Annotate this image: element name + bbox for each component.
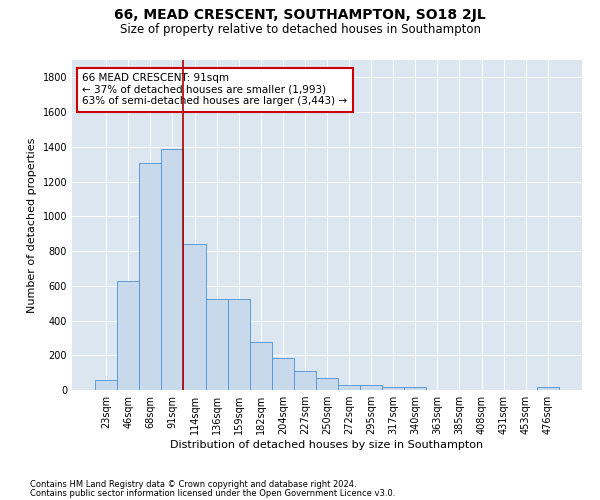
Bar <box>537 388 559 390</box>
Bar <box>360 385 382 390</box>
Bar <box>294 371 316 390</box>
Text: Contains HM Land Registry data © Crown copyright and database right 2024.: Contains HM Land Registry data © Crown c… <box>30 480 356 489</box>
Text: 66 MEAD CRESCENT: 91sqm
← 37% of detached houses are smaller (1,993)
63% of semi: 66 MEAD CRESCENT: 91sqm ← 37% of detache… <box>82 73 347 106</box>
Bar <box>206 299 227 390</box>
Text: 66, MEAD CRESCENT, SOUTHAMPTON, SO18 2JL: 66, MEAD CRESCENT, SOUTHAMPTON, SO18 2JL <box>114 8 486 22</box>
X-axis label: Distribution of detached houses by size in Southampton: Distribution of detached houses by size … <box>170 440 484 450</box>
Bar <box>117 280 139 390</box>
Text: Contains public sector information licensed under the Open Government Licence v3: Contains public sector information licen… <box>30 489 395 498</box>
Bar <box>338 385 360 390</box>
Bar <box>382 386 404 390</box>
Bar <box>250 342 272 390</box>
Y-axis label: Number of detached properties: Number of detached properties <box>27 138 37 312</box>
Bar <box>161 148 184 390</box>
Bar <box>272 358 294 390</box>
Bar <box>139 164 161 390</box>
Bar <box>227 299 250 390</box>
Text: Size of property relative to detached houses in Southampton: Size of property relative to detached ho… <box>119 22 481 36</box>
Bar <box>95 380 117 390</box>
Bar <box>316 378 338 390</box>
Bar <box>404 388 427 390</box>
Bar <box>184 244 206 390</box>
